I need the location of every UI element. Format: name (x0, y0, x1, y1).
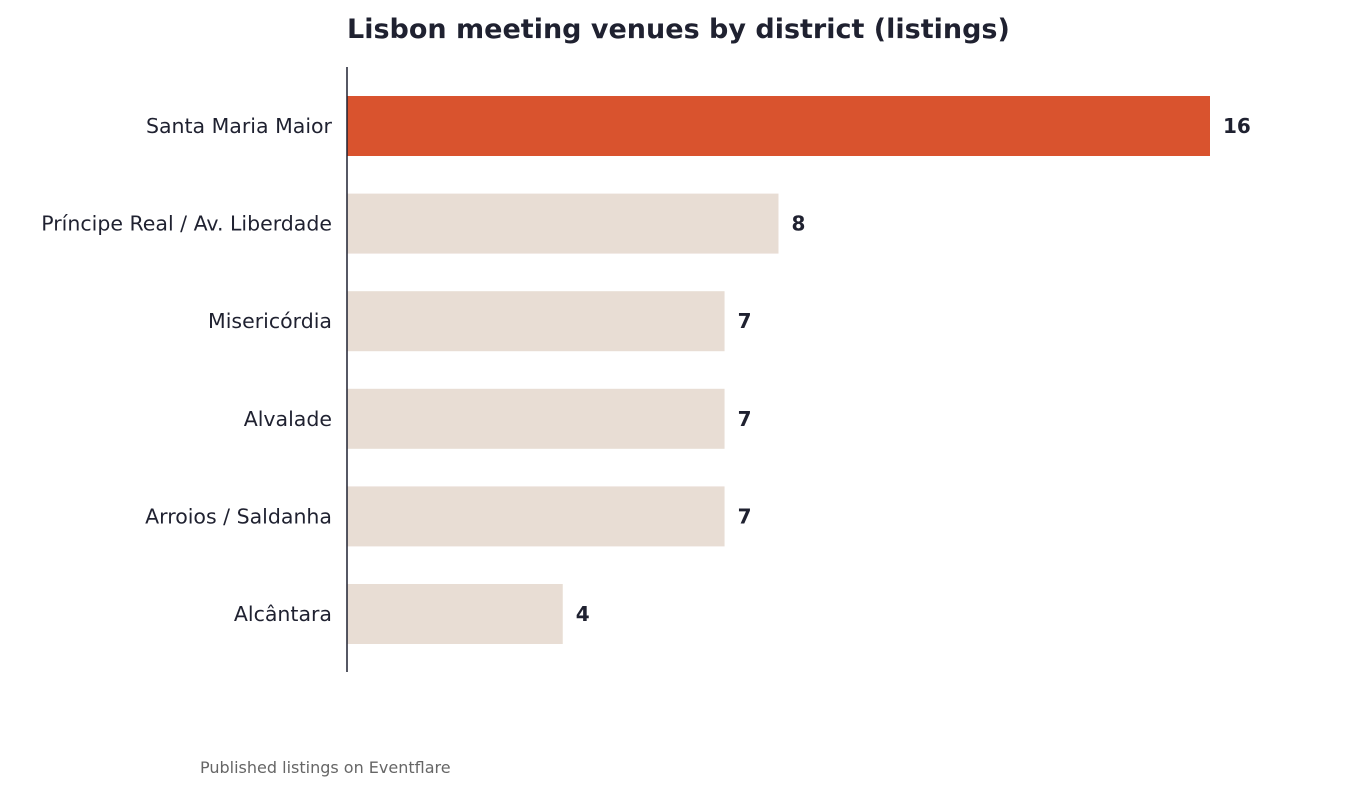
value-label-2: 8 (792, 212, 806, 236)
chart-title: Lisbon meeting venues by district (listi… (347, 14, 1010, 45)
category-label-1: Santa Maria Maior (146, 114, 333, 138)
bar-4 (347, 388, 725, 449)
bar-5 (347, 486, 725, 547)
bar-6 (347, 584, 563, 644)
chart-footnote: Published listings on Eventflare (200, 758, 451, 777)
value-label-4: 7 (738, 407, 752, 431)
category-label-6: Alcântara (234, 602, 332, 626)
bar-1 (347, 96, 1210, 156)
value-label-3: 7 (738, 309, 752, 333)
value-label-6: 4 (576, 602, 590, 626)
bars-group (347, 96, 1210, 644)
category-label-2: Príncipe Real / Av. Liberdade (41, 212, 332, 236)
category-label-4: Alvalade (244, 407, 332, 431)
bar-3 (347, 291, 725, 352)
category-label-5: Arroios / Saldanha (145, 504, 332, 528)
value-label-1: 16 (1223, 114, 1251, 138)
category-labels-group: Santa Maria Maior Príncipe Real / Av. Lib… (41, 114, 332, 626)
bar-2 (347, 193, 779, 254)
value-label-5: 7 (738, 504, 752, 528)
value-labels-group: 16 8 7 7 7 4 (576, 114, 1251, 626)
category-label-3: Misericórdia (208, 309, 332, 333)
